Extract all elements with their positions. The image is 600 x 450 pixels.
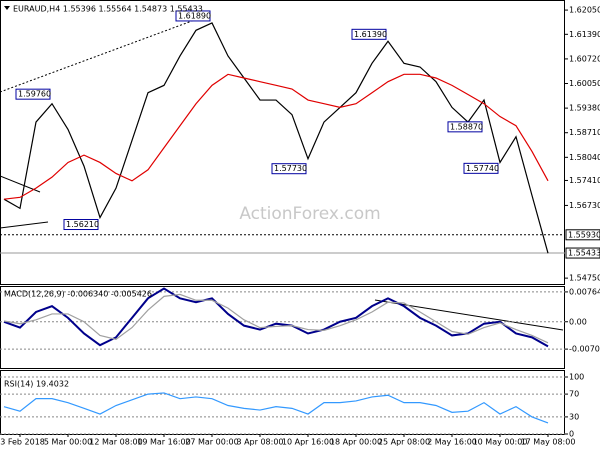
y-tick-label: 0.00 — [569, 317, 587, 326]
panel-title: MACD(12,26,9) -0.006340 -0.005426 — [4, 290, 152, 299]
annotation-label: 1.59760 — [18, 90, 51, 99]
x-tick-label: 25 Apr 08:00 — [378, 438, 430, 447]
x-tick-label: 10 Apr 16:00 — [282, 438, 334, 447]
annotation-box — [175, 10, 211, 22]
trend-line — [0, 17, 201, 93]
y-tick-label: -0.007006 — [569, 345, 600, 354]
annotation-label: 1.58870 — [450, 122, 483, 131]
y-tick-label: 1.58040 — [569, 153, 600, 162]
price-level-label: 1.55433 — [568, 249, 600, 258]
series-line — [3, 392, 549, 424]
y-tick-label: 0 — [569, 430, 574, 439]
annotation-box — [351, 28, 387, 40]
y-tick-label: 100 — [569, 373, 584, 382]
y-tick-label: 30 — [569, 412, 579, 421]
panel-title: EURAUD,H4 1.55396 1.55564 1.54873 1.5543… — [13, 5, 203, 14]
panel-title: RSI(14) 19.4032 — [4, 380, 69, 389]
y-tick-label: 0.007642 — [569, 287, 600, 296]
annotation-box — [447, 121, 483, 133]
macd-panel — [0, 286, 565, 369]
x-tick-label: 23 Feb 2018 — [0, 438, 45, 447]
y-tick-label: 1.59380 — [569, 104, 600, 113]
y-tick-label: 1.60050 — [569, 79, 600, 88]
annotation-label: 1.61890 — [178, 11, 211, 20]
rsi-panel — [0, 370, 565, 435]
annotation-label: 1.57730 — [274, 164, 307, 173]
series-line — [3, 22, 549, 254]
header-icon — [4, 6, 10, 10]
price-level-box — [565, 229, 600, 241]
watermark: ActionForex.com — [239, 204, 380, 224]
series-line — [3, 287, 549, 348]
annotation-label: 1.61390 — [354, 30, 387, 39]
y-tick-label: 1.61390 — [569, 30, 600, 39]
y-tick-label: 1.54750 — [569, 274, 600, 283]
price-level-label: 1.55930 — [568, 230, 600, 239]
macd-trend-line — [374, 299, 564, 331]
annotation-box — [271, 163, 307, 175]
triangle-line — [0, 221, 49, 229]
x-tick-label: 27 Mar 00:00 — [185, 438, 238, 447]
price-level-box — [565, 247, 600, 259]
annotation-label: 1.57740 — [466, 164, 499, 173]
x-tick-label: 2 May 16:00 — [427, 438, 477, 447]
annotation-box — [63, 219, 99, 231]
annotation-label: 1.56210 — [66, 220, 99, 229]
x-tick-label: 17 May 08:00 — [521, 438, 576, 447]
y-tick-label: 1.57410 — [569, 176, 600, 185]
price-panel — [0, 0, 565, 285]
y-tick-label: 70 — [569, 390, 579, 399]
series-line — [3, 293, 549, 344]
y-tick-label: 1.58710 — [569, 128, 600, 137]
annotation-box — [15, 88, 51, 100]
x-tick-label: 3 Apr 08:00 — [236, 438, 283, 447]
series-line — [3, 73, 549, 200]
x-tick-label: 19 Mar 16:00 — [137, 438, 190, 447]
annotation-box — [463, 162, 499, 174]
x-tick-label: 18 Apr 00:00 — [330, 438, 382, 447]
x-tick-label: 12 Mar 08:00 — [89, 438, 142, 447]
x-tick-label: 5 Mar 00:00 — [44, 438, 92, 447]
y-tick-label: 1.62050 — [569, 6, 600, 15]
x-tick-label: 10 May 00:00 — [473, 438, 528, 447]
y-tick-label: 1.56730 — [569, 201, 600, 210]
y-tick-label: 1.60720 — [569, 54, 600, 63]
